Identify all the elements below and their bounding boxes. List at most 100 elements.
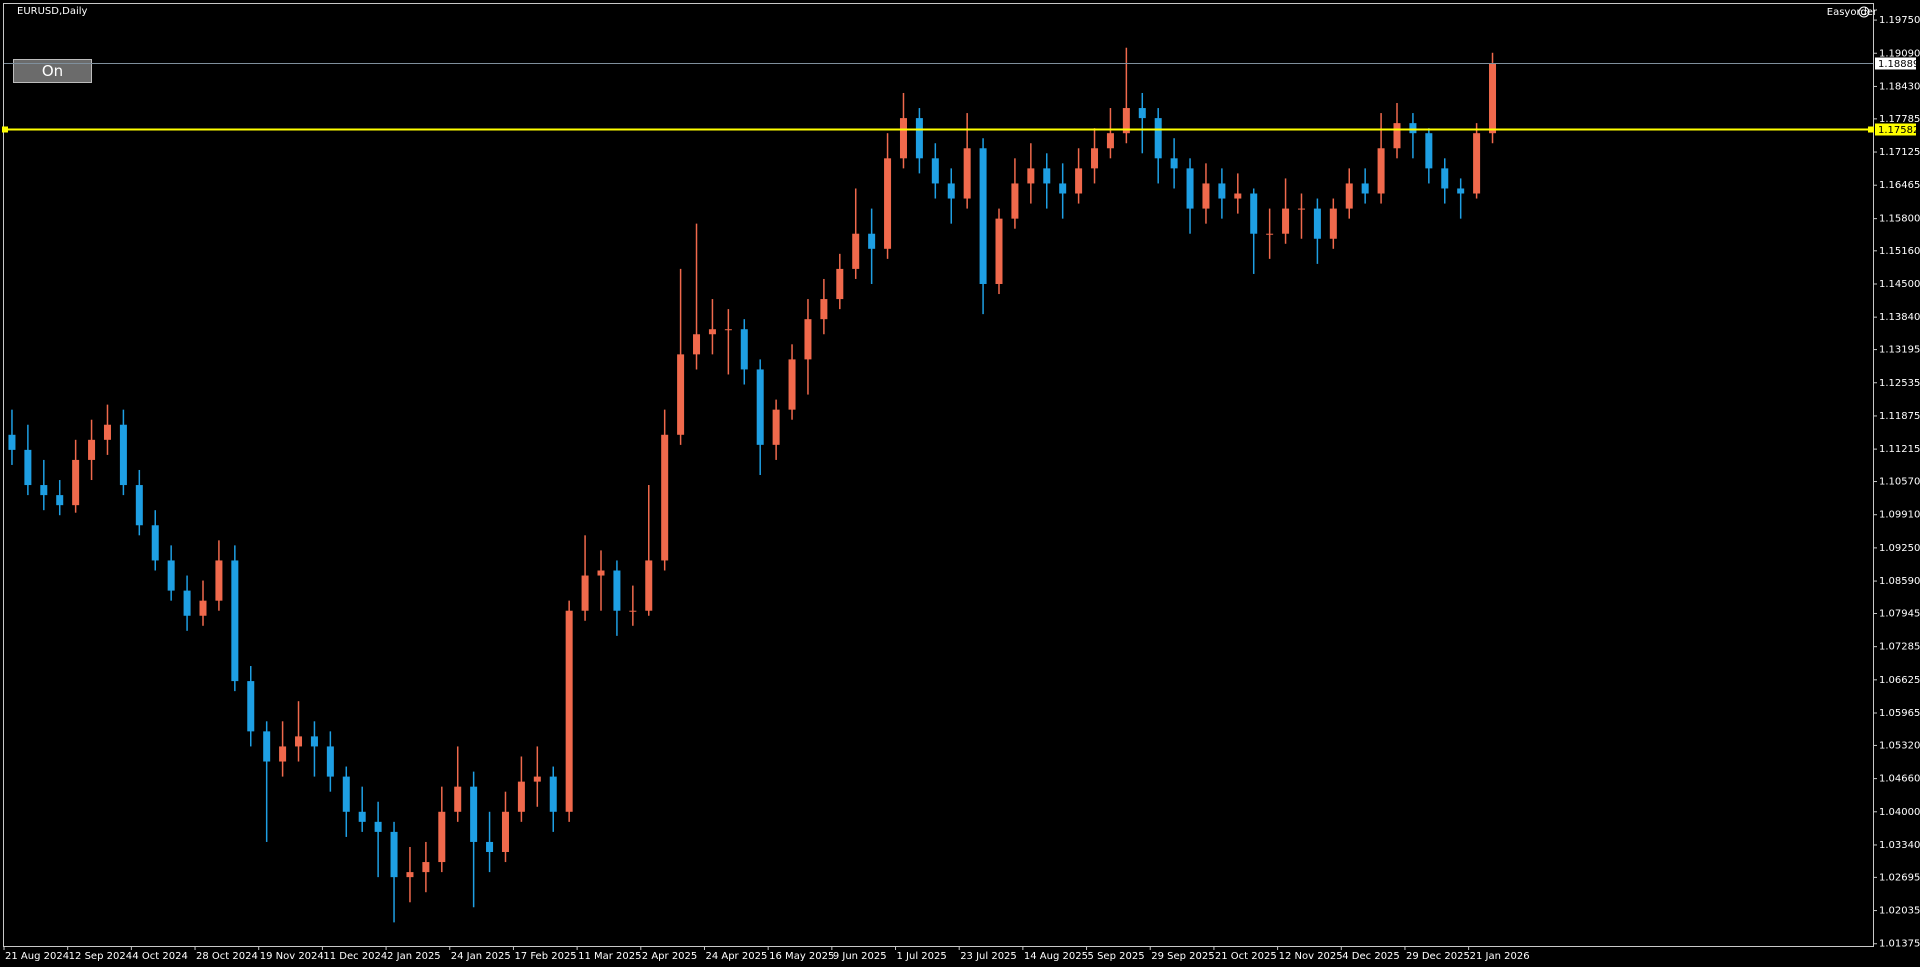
candle-body (470, 786, 478, 842)
candle-body (899, 118, 907, 159)
candle-body (167, 560, 175, 591)
candle-body (979, 148, 987, 284)
candle-body (804, 319, 812, 360)
candle-body (517, 781, 525, 812)
x-tick-label: 17 Feb 2025 (514, 951, 576, 962)
candle-body (454, 786, 462, 812)
candle-body (88, 439, 96, 460)
x-tick-label: 9 Jun 2025 (833, 951, 887, 962)
candle-body (231, 560, 239, 682)
candle-body (390, 831, 398, 878)
candle-body (1186, 168, 1194, 209)
button-label[interactable]: On (42, 62, 63, 80)
candle-body (1345, 183, 1353, 209)
candle-body (358, 811, 366, 822)
y-tick-label: 1.10570 (1879, 477, 1920, 488)
candle-body (215, 560, 223, 601)
candle-body (724, 329, 732, 331)
candle-body (677, 354, 685, 435)
candle-body (342, 776, 350, 812)
candle-body (119, 424, 127, 486)
candle-body (1473, 133, 1481, 194)
candle-body (279, 746, 287, 762)
price-label: 1.17582 (1878, 125, 1919, 136)
smiley-icon (1858, 6, 1870, 18)
plugin-label: Easyorder (1827, 7, 1878, 18)
candle-body (597, 570, 605, 576)
x-tick-label: 11 Dec 2024 (323, 951, 387, 962)
button-face[interactable] (13, 59, 92, 83)
candle-body (884, 158, 892, 249)
candle-body (199, 600, 207, 616)
candle-body (56, 495, 64, 506)
x-tick-label: 21 Aug 2024 (5, 951, 69, 962)
price-label-box (1875, 123, 1916, 136)
candle-body (756, 369, 764, 445)
y-tick-label: 1.19090 (1879, 48, 1920, 59)
candle-body (645, 560, 653, 611)
candle-body (693, 334, 701, 355)
y-tick-label: 1.16465 (1879, 180, 1920, 191)
x-tick-label: 4 Oct 2024 (132, 951, 187, 962)
candle-body (549, 776, 557, 812)
candle-body (1409, 123, 1417, 134)
candle-body (103, 424, 111, 440)
candle-body (1027, 168, 1035, 184)
candle-body (1170, 158, 1178, 169)
x-tick-label: 28 Oct 2024 (196, 951, 258, 962)
y-tick-label: 1.14500 (1879, 279, 1920, 290)
y-tick-label: 1.08590 (1879, 576, 1920, 587)
y-tick-label: 1.11215 (1879, 444, 1920, 455)
x-tick-label: 16 May 2025 (769, 951, 834, 962)
candle-body (135, 485, 143, 526)
y-tick-label: 1.07945 (1879, 608, 1920, 619)
candle-body (995, 218, 1003, 284)
candle-body (1297, 208, 1305, 210)
y-tick-label: 1.06625 (1879, 675, 1920, 686)
candle-body (40, 485, 48, 496)
y-tick-label: 1.13840 (1879, 312, 1920, 323)
candle-body (406, 872, 414, 878)
y-tick-label: 1.04000 (1879, 807, 1920, 818)
y-tick-label: 1.02695 (1879, 872, 1920, 883)
candle-body (852, 233, 860, 269)
candle-body (581, 575, 589, 611)
candle-body (1202, 183, 1210, 209)
candle-body (931, 158, 939, 184)
x-tick-label: 11 Mar 2025 (578, 951, 641, 962)
candle-body (708, 329, 716, 335)
y-tick-label: 1.11875 (1879, 411, 1920, 422)
y-tick-label: 1.04660 (1879, 774, 1920, 785)
candle-body (1059, 183, 1067, 194)
candle-body (422, 862, 430, 873)
candle-body (183, 590, 191, 616)
y-tick-label: 1.17125 (1879, 147, 1920, 158)
x-tick-label: 2 Apr 2025 (642, 951, 697, 962)
x-tick-label: 23 Jul 2025 (960, 951, 1017, 962)
candle-body (1011, 183, 1019, 219)
x-tick-label: 19 Nov 2024 (260, 951, 324, 962)
on-button[interactable]: On (13, 59, 92, 83)
candle-body (151, 525, 159, 561)
price-label: 1.18889 (1878, 59, 1919, 70)
line-handle (2, 126, 8, 133)
candle-body (836, 268, 844, 300)
candle-body (1266, 233, 1274, 235)
y-tick-label: 1.02035 (1879, 906, 1920, 917)
plot-frame (3, 3, 1874, 947)
x-tick-label: 14 Aug 2025 (1024, 951, 1088, 962)
chart-title: EURUSD,Daily (17, 6, 88, 17)
x-tick-label: 1 Jul 2025 (897, 951, 947, 962)
x-tick-label: 29 Sep 2025 (1151, 951, 1214, 962)
y-tick-label: 1.07285 (1879, 642, 1920, 653)
x-tick-label: 21 Oct 2025 (1215, 951, 1277, 962)
candle-body (1250, 193, 1258, 234)
candle-body (1043, 168, 1051, 184)
candle-body (1441, 168, 1449, 189)
candle-body (613, 570, 621, 611)
candle-body (374, 821, 382, 832)
x-tick-label: 5 Sep 2025 (1088, 951, 1145, 962)
candle-body (868, 233, 876, 249)
